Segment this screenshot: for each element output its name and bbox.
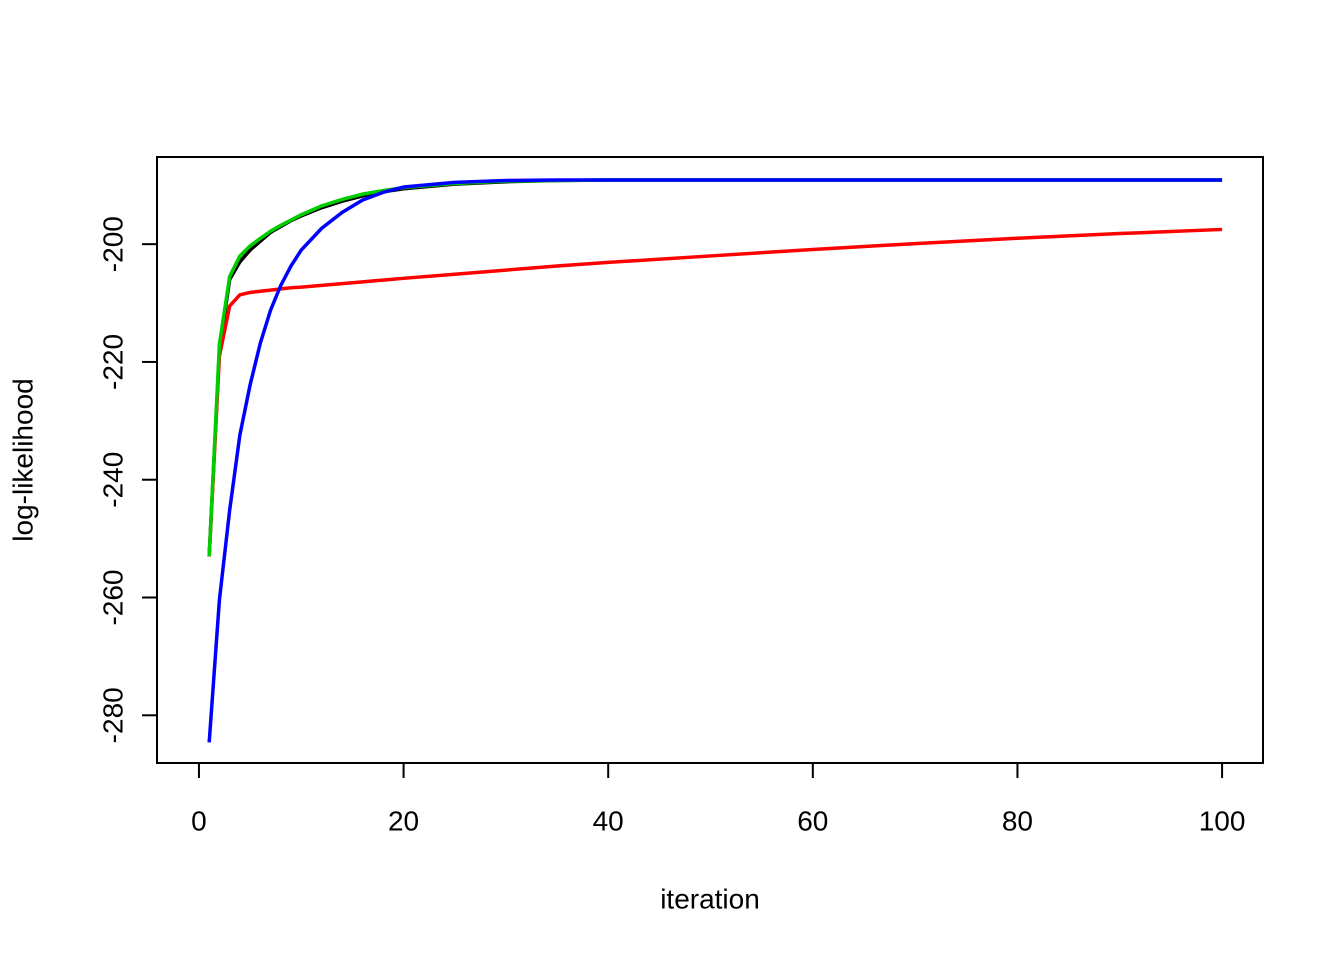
x-tick-label: 80 (1002, 805, 1033, 836)
x-tick-label: 60 (797, 805, 828, 836)
y-tick-label: -200 (97, 216, 128, 272)
x-tick-label: 40 (593, 805, 624, 836)
y-tick-label: -260 (97, 569, 128, 625)
y-tick-label: -220 (97, 334, 128, 390)
plot-box (156, 156, 1264, 764)
x-axis-label: iteration (660, 883, 760, 914)
y-axis-label: log-likelihood (7, 378, 38, 541)
x-tick-label: 0 (191, 805, 207, 836)
series-line (207, 227, 1223, 557)
x-tick-label: 100 (1199, 805, 1246, 836)
y-tick-label: -280 (97, 687, 128, 743)
x-tick-label: 20 (388, 805, 419, 836)
series-line (207, 178, 1223, 743)
y-tick-label: -240 (97, 452, 128, 508)
